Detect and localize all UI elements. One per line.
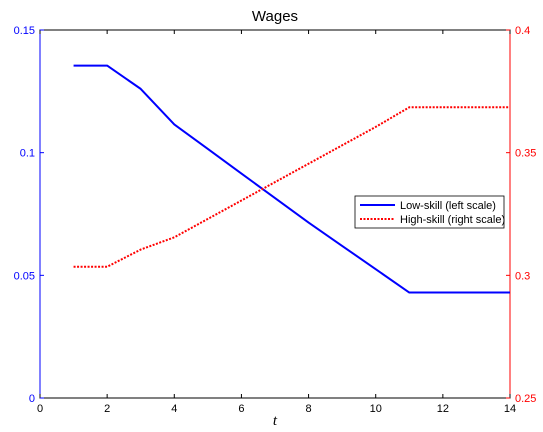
x-tick-label: 4: [171, 403, 177, 415]
x-tick-label: 14: [504, 403, 516, 415]
right-y-tick-label: 0.4: [515, 25, 530, 37]
left-y-tick-label: 0.05: [14, 270, 35, 282]
right-y-tick-label: 0.3: [515, 270, 530, 282]
series-layer: [73, 64, 510, 294]
series-line-low-skill: [73, 64, 510, 294]
left-y-tick-label: 0.1: [20, 148, 35, 160]
legend-label-low-skill: Low-skill (left scale): [400, 200, 496, 212]
x-tick-label: 10: [370, 403, 382, 415]
series-line-high-skill: [73, 106, 510, 268]
x-tick-label: 6: [238, 403, 244, 415]
right-y-tick-label: 0.25: [515, 393, 536, 405]
x-tick-label: 12: [437, 403, 449, 415]
right-y-axis-ticks: 0.25 0.3 0.35 0.4: [506, 25, 536, 405]
legend-box: [354, 195, 505, 229]
legend-label-high-skill: High-skill (right scale): [400, 214, 505, 226]
chart-title: Wages: [252, 8, 298, 25]
legend: Low-skill (left scale) High-skill (right…: [354, 195, 505, 229]
x-tick-label: 2: [104, 403, 110, 415]
left-y-axis-ticks: 0 0.05 0.1 0.15: [14, 25, 44, 405]
x-axis-ticks: 0 2 4 6 8 10 12 14: [37, 30, 516, 415]
x-axis-label: t: [273, 413, 278, 429]
left-y-tick-label: 0.15: [14, 25, 35, 37]
x-tick-label: 8: [306, 403, 312, 415]
x-tick-label: 0: [37, 403, 43, 415]
right-y-tick-label: 0.35: [515, 148, 536, 160]
left-y-tick-label: 0: [29, 393, 35, 405]
